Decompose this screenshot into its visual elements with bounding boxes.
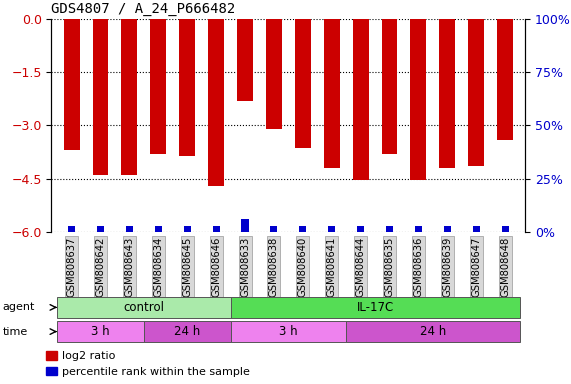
Text: GSM808648: GSM808648 bbox=[500, 237, 510, 297]
Text: time: time bbox=[3, 326, 28, 337]
Bar bbox=[68, 225, 75, 232]
Bar bbox=[381, 19, 397, 154]
Text: GSM808644: GSM808644 bbox=[356, 237, 365, 297]
Text: GSM808640: GSM808640 bbox=[298, 237, 308, 297]
FancyBboxPatch shape bbox=[231, 321, 346, 343]
FancyBboxPatch shape bbox=[144, 321, 231, 343]
Text: 24 h: 24 h bbox=[174, 325, 200, 338]
Text: 3 h: 3 h bbox=[91, 325, 110, 338]
Text: GSM808635: GSM808635 bbox=[384, 237, 395, 297]
Bar bbox=[444, 225, 451, 232]
Text: GSM808638: GSM808638 bbox=[269, 237, 279, 297]
Text: GSM808637: GSM808637 bbox=[67, 237, 77, 297]
Text: GSM808634: GSM808634 bbox=[153, 237, 163, 297]
Bar bbox=[150, 19, 166, 154]
Bar bbox=[184, 225, 191, 232]
Text: GSM808642: GSM808642 bbox=[95, 237, 106, 297]
FancyBboxPatch shape bbox=[231, 296, 520, 318]
Bar bbox=[266, 19, 282, 129]
Bar bbox=[468, 19, 484, 166]
Bar bbox=[122, 19, 138, 175]
Legend: log2 ratio, percentile rank within the sample: log2 ratio, percentile rank within the s… bbox=[46, 351, 250, 377]
Text: GSM808633: GSM808633 bbox=[240, 237, 250, 297]
Bar bbox=[324, 19, 340, 168]
Bar bbox=[208, 19, 224, 186]
Text: GSM808647: GSM808647 bbox=[471, 237, 481, 297]
Text: GSM808645: GSM808645 bbox=[182, 237, 192, 297]
Text: control: control bbox=[123, 301, 164, 314]
Bar bbox=[179, 19, 195, 156]
Bar bbox=[353, 19, 368, 180]
Bar bbox=[415, 225, 422, 232]
Text: GSM808643: GSM808643 bbox=[124, 237, 134, 297]
Text: 3 h: 3 h bbox=[279, 325, 297, 338]
Bar bbox=[328, 225, 335, 232]
Bar bbox=[357, 225, 364, 232]
Bar bbox=[497, 19, 513, 140]
FancyBboxPatch shape bbox=[57, 296, 231, 318]
Bar bbox=[299, 225, 307, 232]
FancyBboxPatch shape bbox=[346, 321, 520, 343]
FancyBboxPatch shape bbox=[57, 321, 144, 343]
Bar bbox=[93, 19, 108, 175]
Bar bbox=[242, 219, 248, 232]
Bar bbox=[126, 225, 133, 232]
Bar bbox=[155, 225, 162, 232]
Text: IL-17C: IL-17C bbox=[356, 301, 393, 314]
Bar bbox=[237, 19, 253, 101]
Bar bbox=[64, 19, 79, 150]
Text: GDS4807 / A_24_P666482: GDS4807 / A_24_P666482 bbox=[51, 2, 236, 17]
Text: 24 h: 24 h bbox=[420, 325, 446, 338]
Bar bbox=[386, 225, 393, 232]
Bar bbox=[439, 19, 455, 168]
Bar bbox=[411, 19, 427, 180]
Text: agent: agent bbox=[3, 302, 35, 313]
Bar bbox=[270, 225, 278, 232]
Bar bbox=[473, 225, 480, 232]
Text: GSM808636: GSM808636 bbox=[413, 237, 424, 297]
Text: GSM808646: GSM808646 bbox=[211, 237, 221, 297]
Bar bbox=[212, 225, 220, 232]
Bar bbox=[501, 225, 509, 232]
Text: GSM808641: GSM808641 bbox=[327, 237, 337, 297]
Bar bbox=[97, 225, 104, 232]
Text: GSM808639: GSM808639 bbox=[443, 237, 452, 297]
Bar bbox=[295, 19, 311, 149]
